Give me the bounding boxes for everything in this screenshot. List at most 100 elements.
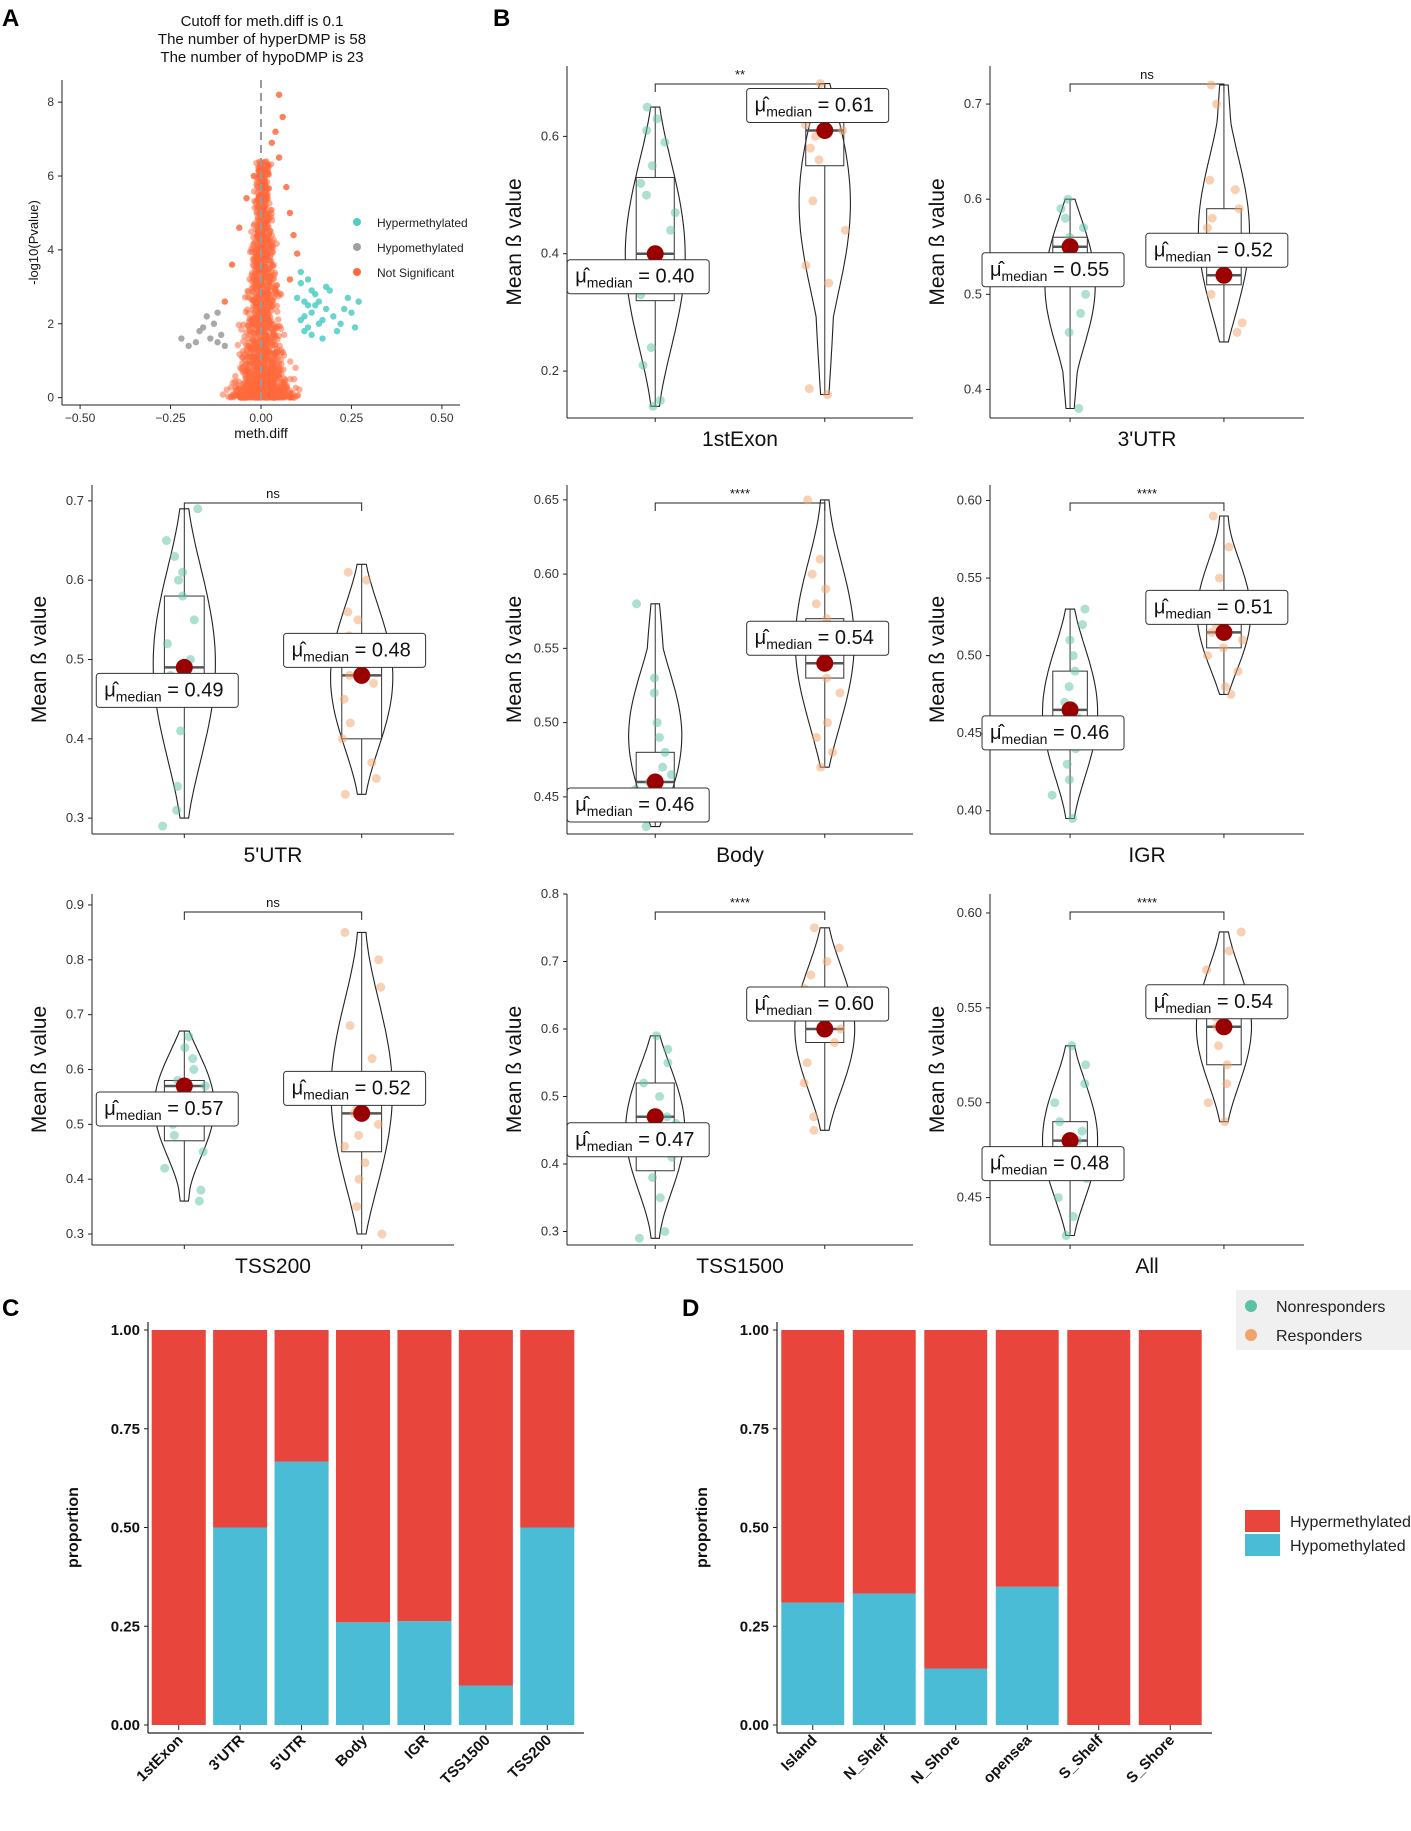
violin-y-tick-label: 0.6	[541, 128, 559, 143]
volcano-ns-point	[248, 320, 256, 328]
violin-y-axis-label: Mean ß value	[503, 1006, 526, 1133]
volcano-hypo-point	[185, 342, 192, 350]
jitter-point	[811, 732, 821, 742]
volcano-ns-point	[253, 358, 261, 366]
jitter-point	[649, 673, 659, 683]
jitter-point	[1065, 635, 1075, 645]
violin-y-tick-label: 0.50	[534, 715, 559, 730]
violin-shape	[1195, 931, 1253, 1123]
jitter-point	[663, 1058, 673, 1068]
volcano-legend-dot	[353, 218, 361, 226]
violin-y-tick-label: 0.45	[957, 1190, 982, 1205]
panel-d-bar-hypermethylated	[1138, 1330, 1202, 1725]
responders-group: μ̂median = 0.54	[1145, 927, 1289, 1127]
jitter-point	[161, 536, 171, 546]
jitter-point	[1076, 308, 1086, 318]
volcano-ns-point	[242, 308, 250, 316]
violin-y-axis-label: Mean ß value	[503, 596, 526, 723]
methylation-legend: Hypermethylated Hypomethylated	[1245, 1510, 1411, 1556]
jitter-point	[670, 208, 680, 218]
jitter-point	[658, 762, 668, 772]
jitter-point	[1214, 1041, 1224, 1051]
volcano-ns-point	[267, 246, 274, 253]
median-dot	[816, 1020, 834, 1038]
jitter-point	[646, 343, 656, 353]
volcano-legend-label: Hypomethylated	[377, 241, 464, 255]
panel-d-bar-hypomethylated	[852, 1593, 916, 1725]
jitter-point	[801, 260, 811, 270]
nonresponders-legend-dot	[1245, 1300, 1257, 1312]
volcano-hypo-point	[199, 324, 207, 331]
jitter-point	[194, 1196, 204, 1206]
responders-group: μ̂median = 0.48	[283, 563, 427, 799]
median-dot	[353, 1104, 371, 1122]
jitter-point	[184, 1032, 194, 1042]
violin-panel: 0.4 0.5 0.6 0.7 3'UTR Mean ß value ns μ̂median …	[926, 66, 1304, 451]
panel-d-bar-hypermethylated	[995, 1330, 1059, 1587]
violin-panel: 0.3 0.4 0.5 0.6 0.7 0.8 0.9 TSS200 Mean ß value n…	[28, 894, 454, 1278]
violin-panels: 0.2 0.4 0.6 1stExon Mean ß value ** μ̂median =…	[28, 66, 1304, 1278]
jitter-point	[173, 781, 183, 791]
violin-y-tick-label: 0.5	[541, 1089, 559, 1104]
volcano-hypo-point	[221, 342, 229, 350]
volcano-ns-point	[283, 183, 290, 191]
volcano-ns-point	[262, 390, 269, 398]
jitter-point	[339, 694, 349, 704]
volcano-ns-point	[253, 181, 260, 188]
volcano-ns-point	[290, 231, 297, 239]
volcano-hyper-point	[355, 298, 362, 305]
median-label-box	[746, 620, 890, 656]
panel-c-bar-hypomethylated	[458, 1685, 513, 1725]
volcano-ns-point	[219, 391, 227, 398]
volcano-hyper-point	[322, 305, 330, 313]
jitter-point	[809, 1125, 819, 1135]
volcano-hyper-point	[301, 313, 308, 320]
responders-group: μ̂median = 0.54	[746, 495, 890, 772]
volcano-ns-point	[267, 394, 275, 401]
violin-shape	[794, 927, 856, 1131]
volcano-ns-point	[265, 161, 272, 169]
group-legend: Nonresponders Responders	[1236, 1290, 1411, 1350]
jitter-point	[1080, 1079, 1090, 1089]
median-dot	[1061, 238, 1079, 256]
violin-shape	[794, 499, 855, 768]
jitter-point	[169, 1130, 179, 1140]
jitter-point	[180, 1043, 190, 1053]
volcano-ns-point	[255, 203, 262, 210]
volcano-ns-point	[292, 364, 299, 371]
volcano-hyper-point	[319, 316, 326, 324]
violin-x-axis-label: IGR	[1128, 844, 1165, 867]
volcano-ns-point	[235, 321, 243, 329]
jitter-point	[1067, 813, 1077, 823]
violin-y-tick-label: 0.40	[957, 803, 982, 818]
volcano-hyper-point	[308, 309, 315, 316]
volcano-hyper-point	[304, 302, 312, 309]
volcano-ns-point	[292, 384, 299, 392]
jitter-point	[1236, 927, 1246, 937]
significance-bracket	[183, 502, 363, 511]
jitter-point	[808, 196, 818, 206]
median-label-text: μ̂median = 0.60	[755, 993, 874, 1018]
median-label-text: μ̂median = 0.48	[990, 1153, 1109, 1178]
volcano-ns-point	[253, 321, 261, 329]
jitter-point	[1218, 643, 1228, 653]
violin-y-tick-label: 0.45	[957, 725, 982, 740]
violin-y-tick-label: 0.6	[541, 1021, 559, 1036]
violin-y-tick-label: 0.3	[66, 1226, 84, 1241]
volcano-ns-point	[244, 294, 252, 301]
volcano-ns-point	[232, 372, 239, 380]
volcano-ns-point	[276, 342, 283, 350]
volcano-ns-point	[272, 128, 279, 135]
volcano-ns-point	[254, 364, 261, 371]
jitter-point	[655, 395, 665, 405]
volcano-hyper-point	[304, 276, 312, 283]
jitter-point	[367, 758, 377, 768]
volcano-ns-point	[275, 316, 282, 323]
jitter-point	[188, 1054, 198, 1064]
volcano-ns-point	[280, 331, 288, 338]
jitter-point	[641, 190, 651, 200]
jitter-point	[666, 225, 676, 235]
panel-c-bar-hypermethylated	[335, 1330, 391, 1623]
volcano-legend-dot	[353, 268, 361, 276]
